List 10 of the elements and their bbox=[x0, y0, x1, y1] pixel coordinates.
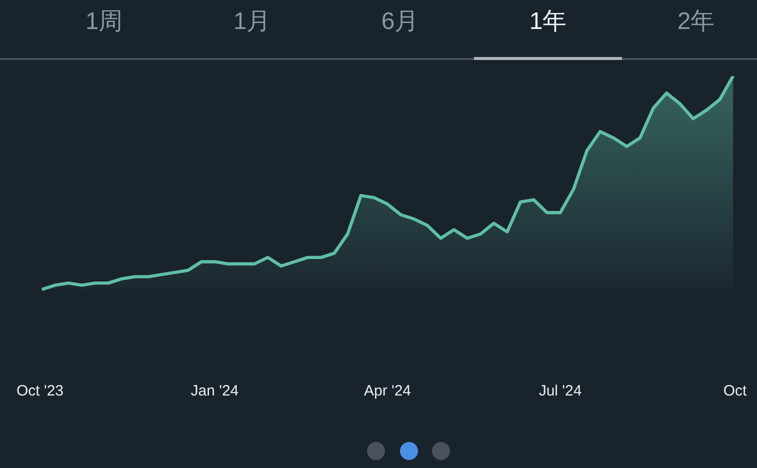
text: 6月 bbox=[381, 7, 419, 37]
text: 2年 bbox=[677, 7, 715, 37]
x-tick-label: Jul '24 bbox=[538, 382, 582, 400]
x-tick-label: Apr '24 bbox=[364, 382, 412, 400]
text: 1月 bbox=[233, 7, 271, 37]
text: 1年 bbox=[529, 7, 567, 37]
text: 1周 bbox=[85, 7, 123, 37]
x-tick-label: Oct '23 bbox=[16, 382, 64, 400]
x-tick-label: Jan '24 bbox=[190, 382, 239, 400]
x-tick-label: Oct bbox=[723, 382, 748, 400]
